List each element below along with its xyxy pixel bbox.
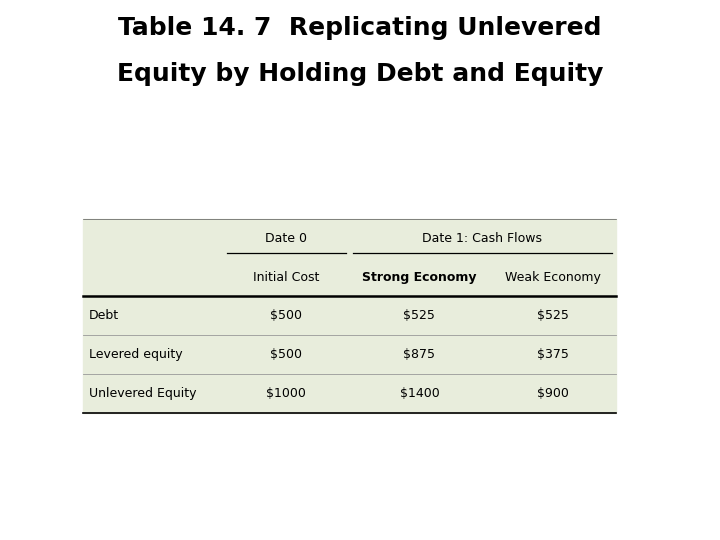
Text: $525: $525: [403, 309, 436, 322]
Text: $525: $525: [536, 309, 569, 322]
Text: $375: $375: [536, 348, 569, 361]
Text: $1400: $1400: [400, 387, 439, 400]
Text: $500: $500: [270, 348, 302, 361]
Text: Debt: Debt: [89, 309, 119, 322]
Text: $1000: $1000: [266, 387, 306, 400]
Text: $500: $500: [270, 309, 302, 322]
Text: $900: $900: [536, 387, 569, 400]
Text: Date 0: Date 0: [265, 232, 307, 246]
Text: Weak Economy: Weak Economy: [505, 271, 600, 284]
FancyBboxPatch shape: [83, 219, 616, 413]
Text: Strong Economy: Strong Economy: [362, 271, 477, 284]
Text: Equity by Holding Debt and Equity: Equity by Holding Debt and Equity: [117, 62, 603, 86]
Text: Unlevered Equity: Unlevered Equity: [89, 387, 196, 400]
Text: Table 14. 7  Replicating Unlevered: Table 14. 7 Replicating Unlevered: [118, 16, 602, 40]
Text: Date 1: Cash Flows: Date 1: Cash Flows: [423, 232, 542, 246]
Text: Initial Cost: Initial Cost: [253, 271, 320, 284]
Text: Levered equity: Levered equity: [89, 348, 182, 361]
Text: $875: $875: [403, 348, 436, 361]
